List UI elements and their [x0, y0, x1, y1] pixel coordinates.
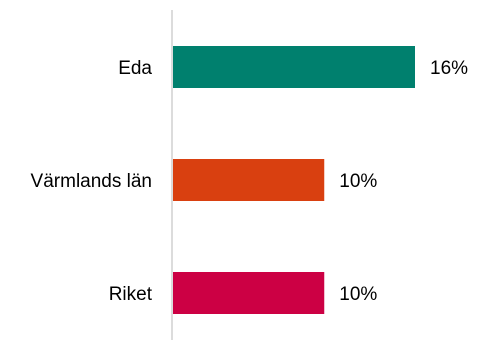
- bar-2: [173, 159, 325, 201]
- category-label-1: Eda: [118, 58, 152, 79]
- value-label-2: 10%: [339, 171, 377, 192]
- bar-3: [173, 272, 325, 314]
- value-label-1: 16%: [430, 58, 468, 79]
- bar-1: [173, 46, 415, 88]
- category-label-3: Riket: [109, 284, 153, 305]
- bars-group: Eda 16% Värmlands län 10% Riket 10%: [31, 46, 468, 314]
- category-label-2: Värmlands län: [31, 171, 152, 192]
- value-label-3: 10%: [339, 284, 377, 305]
